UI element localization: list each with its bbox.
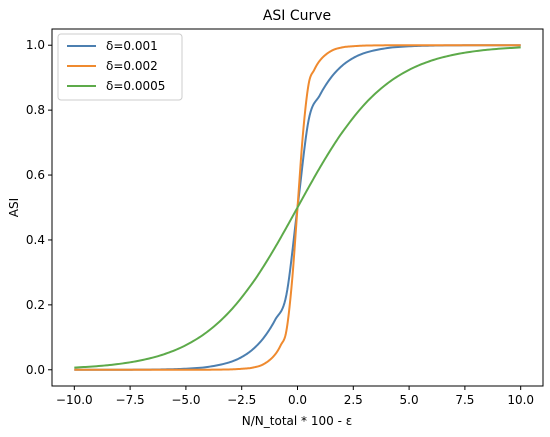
series-lines (74, 44, 521, 371)
x-axis-label: N/N_total * 100 - ε (242, 414, 352, 428)
y-tick-label: 0.2 (26, 298, 45, 312)
x-tick-label: −10.0 (56, 393, 93, 407)
legend-label-delta-0.0005: δ=0.0005 (106, 79, 165, 93)
y-tick-label: 0.8 (26, 103, 45, 117)
x-tick-label: 0.0 (288, 393, 307, 407)
legend-box (57, 33, 183, 101)
x-tick-label: 5.0 (400, 393, 419, 407)
x-tick-label: −5.0 (171, 393, 200, 407)
y-tick-label: 1.0 (26, 38, 45, 52)
x-tick-label: 2.5 (344, 393, 363, 407)
y-tick-label: 0.6 (26, 168, 45, 182)
x-tick-label: 7.5 (455, 393, 474, 407)
legend: δ=0.001 δ=0.002 δ=0.0005 (57, 33, 183, 101)
legend-label-delta-0.002: δ=0.002 (106, 59, 158, 73)
y-tick-label: 0.0 (26, 363, 45, 377)
chart-title: ASI Curve (263, 8, 331, 24)
y-axis-ticks: 0.0 0.2 0.4 0.6 0.8 1.0 (26, 38, 52, 377)
x-tick-label: 10.0 (507, 393, 534, 407)
x-axis-ticks: −10.0 −7.5 −5.0 −2.5 0.0 2.5 5.0 7.5 10.0 (56, 386, 534, 407)
x-tick-label: −7.5 (116, 393, 145, 407)
series-line-0.0005 (74, 46, 521, 369)
legend-label-delta-0.001: δ=0.001 (106, 39, 158, 53)
y-axis-label: ASI (7, 198, 21, 217)
x-tick-label: −2.5 (227, 393, 256, 407)
y-tick-label: 0.4 (26, 233, 45, 247)
